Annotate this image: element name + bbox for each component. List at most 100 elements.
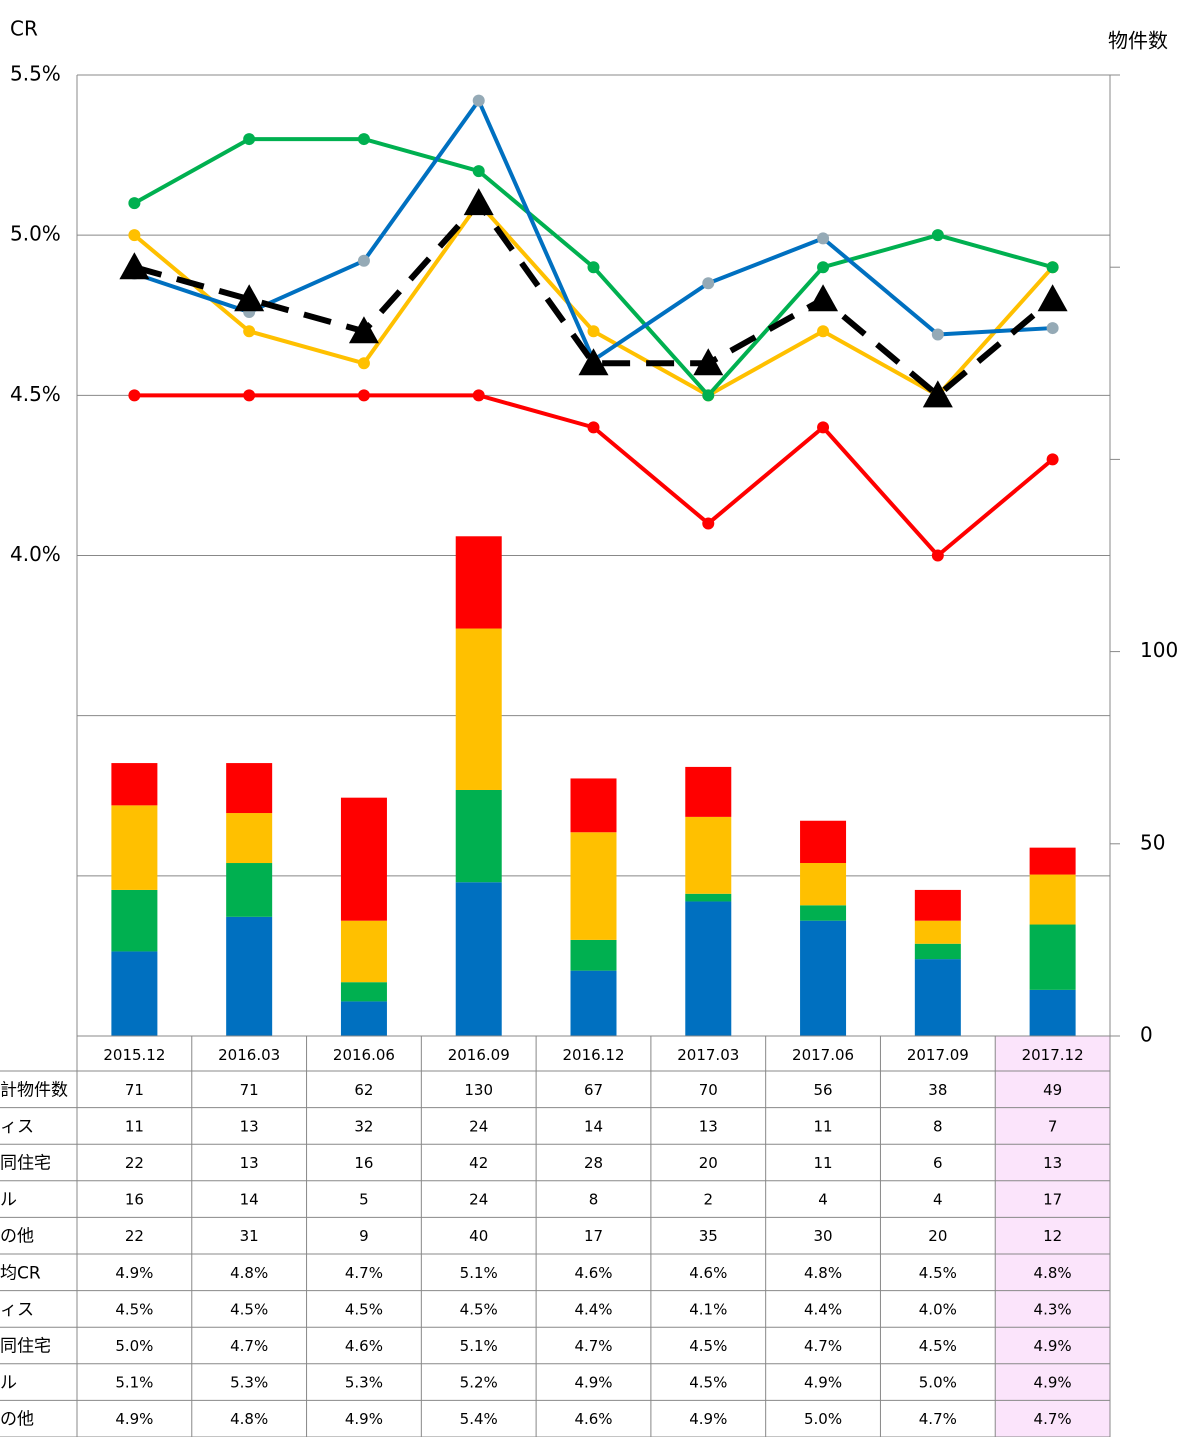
table-cell: 17 <box>584 1227 603 1245</box>
table-cell: 16 <box>125 1191 144 1209</box>
bar-segment <box>340 920 387 983</box>
bar-segment <box>914 943 961 960</box>
table-cell: 11 <box>125 1117 144 1135</box>
table-cell: 14 <box>240 1191 259 1209</box>
line-marker <box>931 328 944 341</box>
bar-segment <box>685 816 732 894</box>
line-marker <box>702 517 715 530</box>
table-cell: 56 <box>814 1081 833 1099</box>
x-tick-label: 2017.06 <box>792 1046 854 1064</box>
table-cell: 5.1% <box>460 1337 498 1355</box>
table-cell: 24 <box>469 1191 488 1209</box>
table-cell: 4.8% <box>230 1264 268 1282</box>
line-marker <box>931 549 944 562</box>
table-cell: 130 <box>464 1081 493 1099</box>
table-cell: 4.1% <box>689 1300 727 1318</box>
table-cell: 14 <box>584 1117 603 1135</box>
table-cell: 5.4% <box>460 1410 498 1428</box>
table-cell: 2 <box>704 1191 714 1209</box>
line-marker <box>1046 322 1059 335</box>
table-cell: 4.5% <box>689 1337 727 1355</box>
table-cell: 13 <box>1043 1154 1062 1172</box>
table-cell: 31 <box>240 1227 259 1245</box>
bar-segment <box>455 882 502 1036</box>
table-cell: 4.9% <box>574 1374 612 1392</box>
line-marker <box>817 261 830 274</box>
row-label: ル <box>0 1190 17 1210</box>
table-cell: 5.0% <box>804 1410 842 1428</box>
table-cell: 4.5% <box>460 1300 498 1318</box>
line-marker <box>472 165 485 178</box>
x-tick-label: 2016.06 <box>333 1046 395 1064</box>
bar-segment <box>1029 989 1076 1036</box>
bar-segment <box>685 901 732 1036</box>
table-cell: 62 <box>354 1081 373 1099</box>
line-marker <box>357 133 370 146</box>
bar-segment <box>570 778 617 833</box>
line-marker <box>472 94 485 107</box>
table-cell: 4.6% <box>574 1410 612 1428</box>
bar-segment <box>340 797 387 921</box>
table-cell: 4.9% <box>345 1410 383 1428</box>
line-marker <box>357 254 370 267</box>
line-marker <box>702 389 715 402</box>
table-cell: 4.8% <box>230 1410 268 1428</box>
y2-title: 物件数 <box>1108 29 1168 53</box>
table-cell: 13 <box>240 1117 259 1135</box>
table-cell: 4.6% <box>345 1337 383 1355</box>
table-cell: 4.0% <box>919 1300 957 1318</box>
table-cell: 9 <box>359 1227 369 1245</box>
line-marker <box>348 316 379 344</box>
line-marker <box>357 357 370 370</box>
table-cell: 24 <box>469 1117 488 1135</box>
line-series <box>133 200 1055 399</box>
x-tick-label: 2016.03 <box>218 1046 280 1064</box>
table-cell: 5.2% <box>460 1374 498 1392</box>
highlight-column <box>995 1036 1110 1437</box>
line-marker <box>817 421 830 434</box>
table-cell: 17 <box>1043 1191 1062 1209</box>
table-cell: 35 <box>699 1227 718 1245</box>
table-cell: 4.9% <box>115 1410 153 1428</box>
bar-segment <box>570 939 617 971</box>
y2-tick-label: 0 <box>1140 1023 1153 1047</box>
row-label: 均CR <box>0 1263 41 1283</box>
table-cell: 4.9% <box>1034 1374 1072 1392</box>
row-label: の他 <box>0 1227 34 1247</box>
table-cell: 4.9% <box>1034 1337 1072 1355</box>
row-label: ィス <box>0 1117 34 1137</box>
bar-segment <box>1029 847 1076 875</box>
table-cell: 4.6% <box>574 1264 612 1282</box>
x-tick-label: 2016.09 <box>448 1046 510 1064</box>
table-cell: 49 <box>1043 1081 1062 1099</box>
row-label: の他 <box>0 1410 34 1430</box>
line-marker <box>578 348 609 376</box>
line-marker <box>472 389 485 402</box>
table-cell: 8 <box>589 1191 599 1209</box>
bar-segment <box>455 628 502 790</box>
bar-segment <box>226 813 273 864</box>
line-marker <box>587 261 600 274</box>
chart-title: CR <box>10 17 38 41</box>
line-marker <box>234 284 265 312</box>
table-cell: 5.0% <box>115 1337 153 1355</box>
table-cell: 4.9% <box>115 1264 153 1282</box>
y2-tick-label: 50 <box>1140 830 1165 854</box>
bar-segment <box>455 789 502 883</box>
bar-segment <box>914 920 961 944</box>
table-cell: 4.8% <box>804 1264 842 1282</box>
x-tick-label: 2015.12 <box>103 1046 165 1064</box>
bar-segment <box>914 959 961 1036</box>
bar-segment <box>800 820 847 864</box>
table-cell: 7 <box>1048 1117 1058 1135</box>
table-cell: 13 <box>699 1117 718 1135</box>
table-cell: 4.5% <box>919 1337 957 1355</box>
row-label: 計物件数 <box>0 1080 68 1100</box>
table-cell: 4.7% <box>1034 1410 1072 1428</box>
table-cell: 71 <box>240 1081 259 1099</box>
y-tick-label: 4.5% <box>10 382 61 406</box>
bar-segment <box>570 970 617 1036</box>
table-cell: 4.9% <box>804 1374 842 1392</box>
table-cell: 11 <box>814 1154 833 1172</box>
